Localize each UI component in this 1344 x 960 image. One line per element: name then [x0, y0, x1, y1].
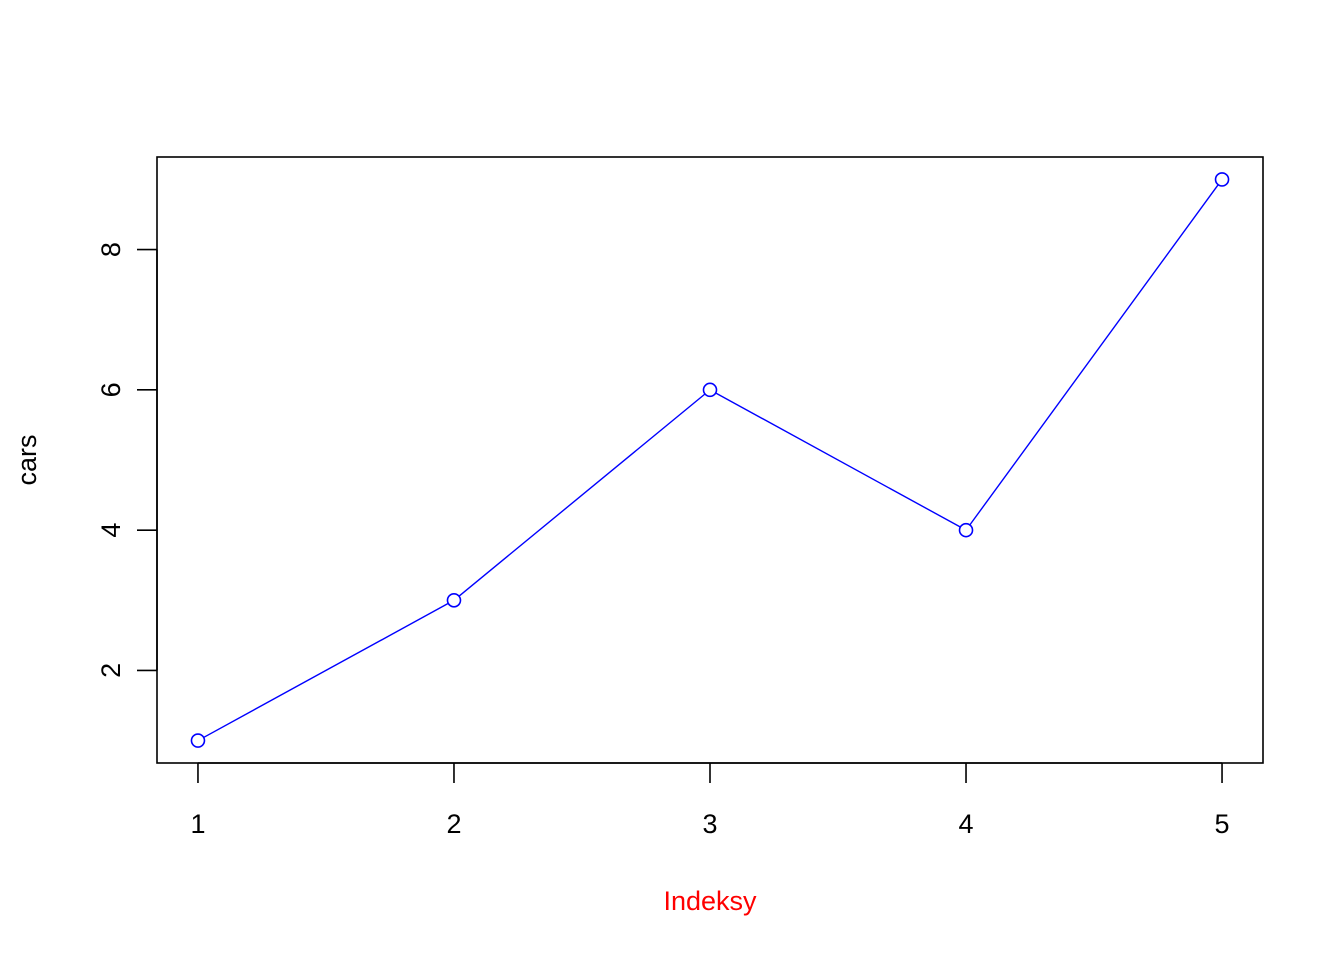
- y-tick-label: 4: [96, 523, 126, 538]
- x-tick-label: 5: [1215, 809, 1230, 839]
- x-tick-label: 4: [959, 809, 974, 839]
- x-axis-label: Indeksy: [663, 886, 757, 916]
- y-tick-label: 8: [96, 242, 126, 257]
- data-point: [446, 592, 462, 608]
- series-line-segment: [458, 393, 706, 597]
- data-point: [1214, 172, 1230, 187]
- series-line-segment: [203, 602, 449, 739]
- x-tick-label: 3: [702, 809, 717, 839]
- series-line-segment: [715, 392, 961, 528]
- data-point: [702, 382, 718, 398]
- x-tick-label: 1: [190, 809, 205, 839]
- series-layer: [190, 172, 1230, 748]
- y-axis: 2 4 6 8: [96, 242, 158, 678]
- y-axis-label: cars: [12, 434, 42, 485]
- x-tick-label: 2: [446, 809, 461, 839]
- y-tick-label: 2: [96, 663, 126, 678]
- data-point: [190, 733, 206, 748]
- y-tick-label: 6: [96, 382, 126, 397]
- data-point: [958, 522, 974, 538]
- series-line-segment: [969, 184, 1219, 526]
- x-axis: 1 2 3 4 5: [190, 762, 1230, 839]
